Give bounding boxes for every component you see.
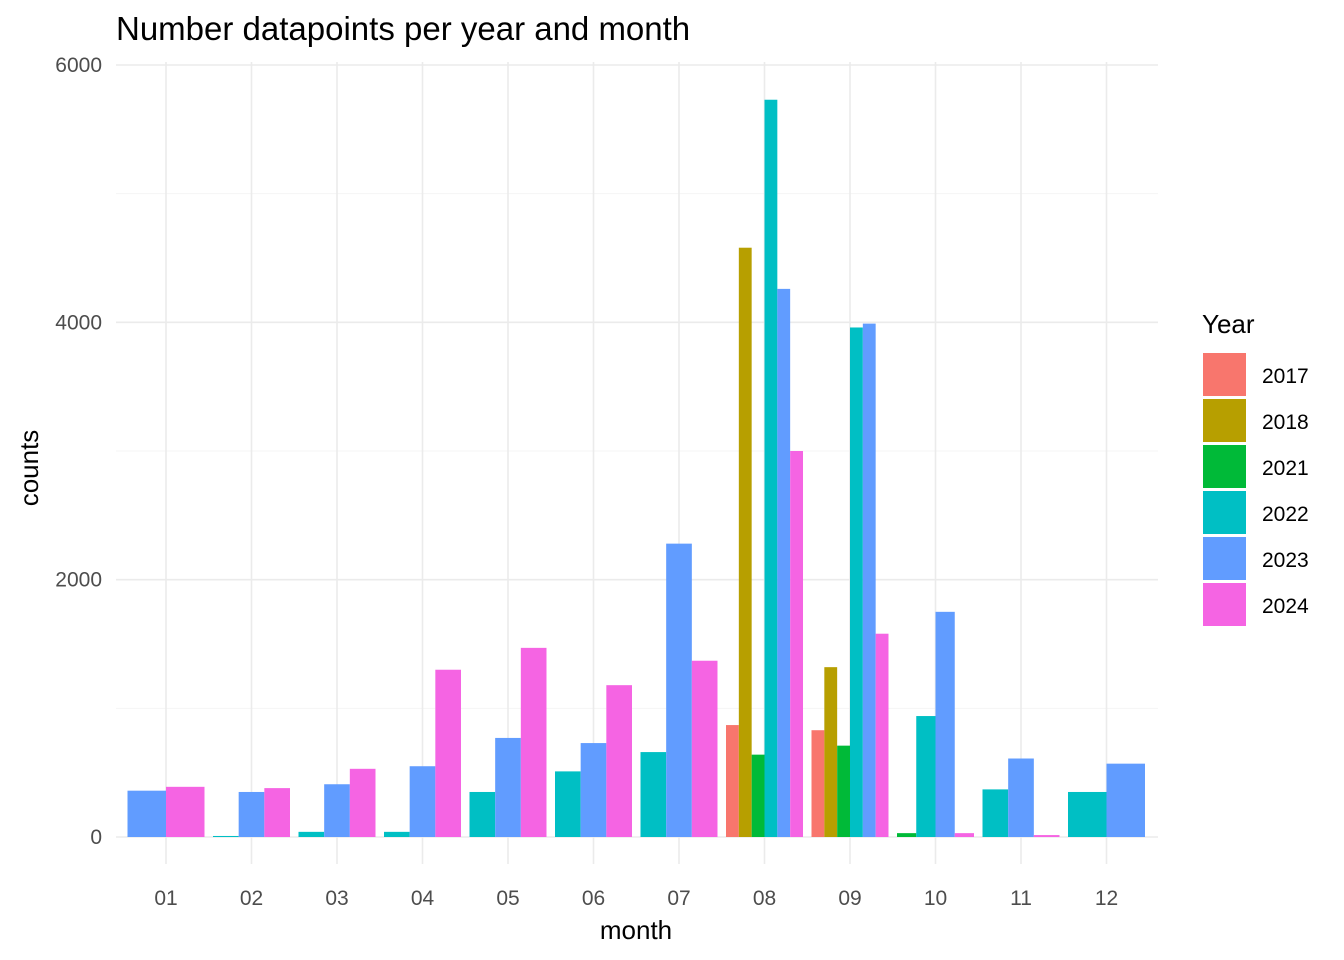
- bar-09-2018: [824, 667, 838, 837]
- bar-08-2018: [738, 247, 752, 837]
- bar-05-2024: [520, 647, 547, 837]
- x-tick-label: 04: [411, 887, 435, 910]
- x-axis-ticks: 01 02 03 04 05 06 07 08 09 10 11 12: [154, 887, 1118, 910]
- bar-02-2023: [238, 791, 265, 837]
- bar-03-2024: [349, 768, 376, 837]
- x-tick-label: 02: [240, 887, 263, 910]
- y-tick-label: 4000: [55, 311, 102, 334]
- bar-11-2023: [1008, 758, 1034, 837]
- bar-10-2022: [916, 716, 936, 837]
- bar-02-2024: [264, 788, 290, 837]
- bar-01-2024: [166, 786, 205, 837]
- bar-08-2022: [764, 99, 778, 838]
- legend-key-2018: [1203, 399, 1246, 442]
- grid: [116, 62, 1158, 864]
- x-tick-label: 05: [496, 887, 519, 910]
- bar-05-2022: [469, 791, 496, 837]
- bar-04-2024: [435, 669, 461, 837]
- x-tick-label: 10: [924, 887, 947, 910]
- bar-04-2023: [409, 766, 436, 837]
- legend-key-2023: [1203, 537, 1246, 580]
- x-tick-label: 11: [1010, 887, 1032, 910]
- legend-label-2024: 2024: [1262, 595, 1309, 618]
- bar-07-2023: [666, 543, 692, 837]
- bar-03-2022: [298, 831, 325, 837]
- y-tick-label: 0: [90, 826, 102, 849]
- x-tick-label: 03: [325, 887, 348, 910]
- x-tick-label: 12: [1095, 887, 1118, 910]
- x-axis-title: month: [600, 915, 672, 945]
- legend-label-2021: 2021: [1262, 457, 1309, 480]
- bar-07-2022: [640, 752, 667, 837]
- x-tick-label: 07: [667, 887, 690, 910]
- bar-01-2023: [127, 790, 166, 837]
- bar-06-2024: [606, 685, 632, 837]
- bar-09-2022: [850, 327, 863, 837]
- x-tick-label: 06: [582, 887, 605, 910]
- legend-label-2017: 2017: [1262, 365, 1309, 388]
- bars: [127, 99, 1145, 838]
- legend-label-2023: 2023: [1262, 549, 1309, 572]
- bar-02-2022: [213, 835, 239, 837]
- bar-10-2024: [954, 833, 974, 837]
- bar-06-2022: [555, 771, 581, 837]
- bar-12-2023: [1106, 763, 1145, 837]
- bar-07-2024: [691, 660, 718, 837]
- y-tick-label: 6000: [55, 54, 102, 77]
- bar-03-2023: [324, 784, 350, 837]
- legend-key-2017: [1203, 353, 1246, 396]
- bar-09-2017: [811, 730, 825, 837]
- bar-08-2024: [790, 451, 803, 837]
- bar-05-2023: [495, 737, 521, 837]
- x-tick-label: 01: [154, 887, 177, 910]
- bar-04-2022: [384, 831, 410, 837]
- bar-08-2021: [751, 754, 765, 837]
- bar-09-2024: [875, 633, 889, 837]
- y-tick-label: 2000: [55, 569, 102, 592]
- legend: Year 2017 2018 2021 2022 2023 2024: [1202, 309, 1309, 626]
- bar-11-2024: [1033, 835, 1060, 837]
- y-axis-title: counts: [14, 430, 44, 507]
- legend-title: Year: [1202, 309, 1255, 339]
- legend-key-2024: [1203, 583, 1246, 626]
- bar-09-2021: [837, 745, 850, 837]
- legend-key-2021: [1203, 445, 1246, 488]
- legend-label-2018: 2018: [1262, 411, 1309, 434]
- bar-11-2022: [982, 789, 1009, 837]
- bar-09-2023: [862, 323, 876, 837]
- bar-10-2021: [897, 833, 917, 837]
- legend-key-2022: [1203, 491, 1246, 534]
- bar-12-2022: [1068, 791, 1107, 837]
- bar-08-2017: [726, 725, 739, 837]
- x-tick-label: 09: [838, 887, 861, 910]
- bar-10-2023: [935, 611, 955, 837]
- legend-label-2022: 2022: [1262, 503, 1309, 526]
- x-tick-label: 08: [753, 887, 776, 910]
- bar-06-2023: [580, 743, 607, 837]
- y-axis-ticks: 0 2000 4000 6000: [55, 54, 102, 849]
- bar-08-2023: [777, 288, 791, 837]
- chart-title: Number datapoints per year and month: [116, 10, 690, 47]
